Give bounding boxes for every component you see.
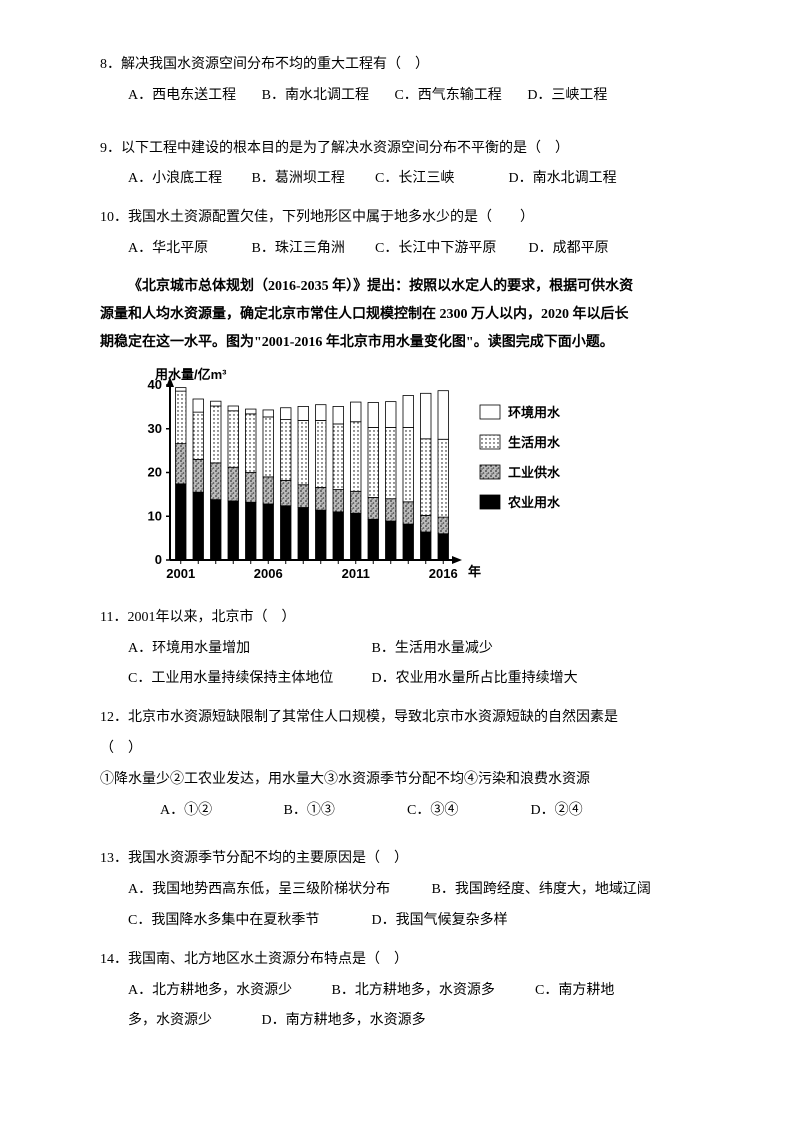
svg-text:农业用水: 农业用水 [507,495,561,510]
q11-optB: B．生活用水量减少 [372,634,493,665]
q10-stem: 10．我国水土资源配置欠佳，下列地形区中属于地多水少的是（ ） [100,203,714,234]
q8-optA: A．西电东送工程 [128,88,236,103]
q9-options: A．小浪底工程 B．葛洲坝工程 C．长江三峡 D．南水北调工程 [100,164,714,195]
q14-optC: C．南方耕地 [535,976,614,1007]
svg-text:生活用水: 生活用水 [508,435,561,450]
svg-text:0: 0 [155,552,162,567]
context-line1: 《北京城市总体规划（2016-2035 年）》提出：按照以水定人的要求，根据可供… [100,273,714,301]
page-content: 8．解决我国水资源空间分布不均的重大工程有（ ） A．西电东送工程 B．南水北调… [0,0,794,1085]
chart-ytitle: 用水量/亿m³ [154,367,227,382]
question-13: 13．我国水资源季节分配不均的主要原因是（ ） A．我国地势西高东低，呈三级阶梯… [100,844,714,936]
q9-optB: B．葛洲坝工程 [252,164,372,195]
question-10: 10．我国水土资源配置欠佳，下列地形区中属于地多水少的是（ ） A．华北平原 B… [100,203,714,265]
question-14: 14．我国南、北方地区水土资源分布特点是（ ） A．北方耕地多，水资源少 B．北… [100,945,714,1037]
svg-text:10: 10 [148,508,162,523]
q13-options-row1: A．我国地势西高东低，呈三级阶梯状分布 B．我国跨经度、纬度大，地域辽阔 [100,875,714,906]
svg-text:20: 20 [148,464,162,479]
q12-stem1: 12．北京市水资源短缺限制了其常住人口规模，导致北京市水资源短缺的自然因素是 [100,703,714,734]
q13-optD: D．我国气候复杂多样 [372,906,508,937]
q8-optD: D．三峡工程 [527,88,607,103]
q13-optC: C．我国降水多集中在夏秋季节 [128,906,368,937]
question-12: 12．北京市水资源短缺限制了其常住人口规模，导致北京市水资源短缺的自然因素是 （… [100,703,714,826]
q11-optA: A．环境用水量增加 [128,634,368,665]
q14-optD: D．南方耕地多，水资源多 [262,1006,426,1037]
chart-svg: 用水量/亿m³ 0 10 20 30 40 2001 2006 2011 2016 年 环境用水生… [120,365,580,595]
svg-text:2011: 2011 [342,566,370,581]
svg-text:2016: 2016 [429,566,458,581]
q8-optC: C．西气东输工程 [394,88,501,103]
q12-options: A．①② B．①③ C．③④ D．②④ [100,796,714,827]
q8-optB: B．南水北调工程 [262,88,369,103]
q13-optB: B．我国跨经度、纬度大，地域辽阔 [432,875,651,906]
q14-stem: 14．我国南、北方地区水土资源分布特点是（ ） [100,945,714,976]
q11-optC: C．工业用水量持续保持主体地位 [128,664,368,695]
q9-optD: D．南水北调工程 [509,164,617,195]
svg-text:年: 年 [468,564,481,579]
water-usage-chart: 用水量/亿m³ 0 10 20 30 40 2001 2006 2011 2016 年 环境用水生… [120,365,580,595]
q13-options-row2: C．我国降水多集中在夏秋季节 D．我国气候复杂多样 [100,906,714,937]
q11-optD: D．农业用水量所占比重持续增大 [372,664,578,695]
q10-optC: C．长江中下游平原 [375,234,525,265]
q10-optB: B．珠江三角洲 [252,234,372,265]
q13-stem: 13．我国水资源季节分配不均的主要原因是（ ） [100,844,714,875]
q12-stem2: （ ） [100,734,714,765]
q12-optB: B．①③ [284,796,404,827]
svg-text:环境用水: 环境用水 [508,405,561,420]
svg-text:40: 40 [148,377,162,392]
q11-options-row1: A．环境用水量增加 B．生活用水量减少 [100,634,714,665]
question-9: 9．以下工程中建设的根本目的是为了解决水资源空间分布不平衡的是（ ） A．小浪底… [100,134,714,196]
q9-optC: C．长江三峡 [375,164,505,195]
question-8: 8．解决我国水资源空间分布不均的重大工程有（ ） A．西电东送工程 B．南水北调… [100,50,714,112]
context-line2: 源量和人均水资源量，确定北京市常住人口规模控制在 2300 万人以内，2020 … [100,301,714,329]
q10-optD: D．成都平原 [529,234,609,265]
q8-options: A．西电东送工程 B．南水北调工程 C．西气东输工程 D．三峡工程 [100,81,714,112]
q12-optD: D．②④ [531,796,583,827]
q13-optA: A．我国地势西高东低，呈三级阶梯状分布 [128,875,428,906]
q14-optA: A．北方耕地多，水资源少 [128,976,328,1007]
q10-options: A．华北平原 B．珠江三角洲 C．长江中下游平原 D．成都平原 [100,234,714,265]
q11-options-row2: C．工业用水量持续保持主体地位 D．农业用水量所占比重持续增大 [100,664,714,695]
q9-stem: 9．以下工程中建设的根本目的是为了解决水资源空间分布不平衡的是（ ） [100,134,714,165]
svg-text:30: 30 [148,421,162,436]
q14-options-row2: 多，水资源少 D．南方耕地多，水资源多 [100,1006,714,1037]
q12-optC: C．③④ [407,796,527,827]
q14-optC2: 多，水资源少 [128,1006,258,1037]
q12-items: ①降水量少②工农业发达，用水量大③水资源季节分配不均④污染和浪费水资源 [100,765,714,796]
q9-optA: A．小浪底工程 [128,164,248,195]
q14-options-row1: A．北方耕地多，水资源少 B．北方耕地多，水资源多 C．南方耕地 [100,976,714,1007]
question-11: 11．2001年以来，北京市（ ） A．环境用水量增加 B．生活用水量减少 C．… [100,603,714,695]
q14-optB: B．北方耕地多，水资源多 [332,976,532,1007]
q12-optA: A．①② [160,796,280,827]
svg-text:工业供水: 工业供水 [508,465,561,480]
svg-text:2006: 2006 [254,566,283,581]
svg-text:2001: 2001 [166,566,195,581]
context-line3: 期稳定在这一水平。图为"2001-2016 年北京市用水量变化图"。读图完成下面… [100,329,714,357]
q8-stem: 8．解决我国水资源空间分布不均的重大工程有（ ） [100,50,714,81]
q11-stem: 11．2001年以来，北京市（ ） [100,603,714,634]
q10-optA: A．华北平原 [128,234,248,265]
